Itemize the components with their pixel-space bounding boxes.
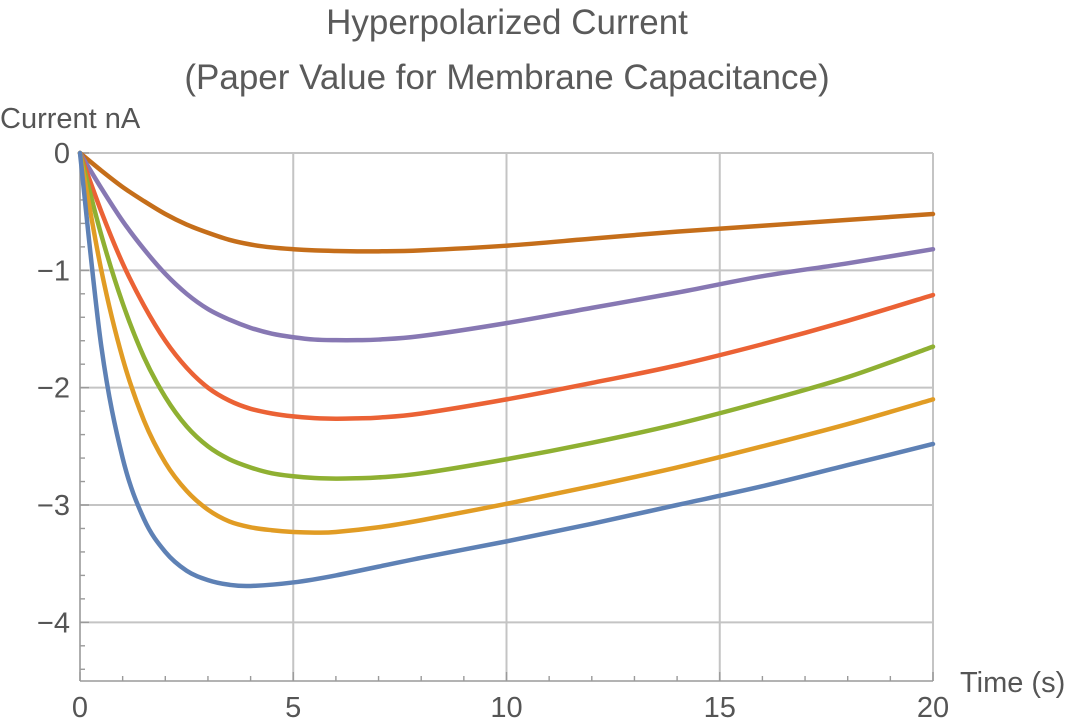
y-tick-label: 0	[54, 138, 70, 170]
y-tick-label: −4	[37, 607, 70, 639]
series-line-4	[77, 150, 936, 422]
y-axis-label: Current nA	[0, 103, 141, 135]
chart-title: Hyperpolarized Current	[326, 3, 688, 42]
series-line-6	[77, 150, 936, 254]
x-axis-label: Time (s)	[960, 667, 1065, 699]
series-line-1	[77, 150, 936, 589]
series-group	[77, 150, 936, 589]
x-tick-label: 0	[72, 692, 88, 724]
x-tick-label: 15	[704, 692, 736, 724]
series-line-2	[77, 150, 936, 535]
grid	[80, 152, 934, 681]
series-line-3	[77, 150, 936, 481]
tick-labels: 0 5 10 15 20 0 −1 −2 −3 −4	[37, 138, 949, 724]
x-tick-label: 10	[490, 692, 522, 724]
y-tick-label: −3	[37, 490, 70, 522]
y-tick-label: −1	[37, 255, 70, 287]
y-tick-label: −2	[37, 373, 70, 405]
x-tick-label: 20	[917, 692, 949, 724]
chart-subtitle: (Paper Value for Membrane Capacitance)	[184, 58, 829, 97]
series-line-5	[77, 150, 936, 343]
axes	[79, 153, 933, 682]
x-tick-label: 5	[285, 692, 301, 724]
